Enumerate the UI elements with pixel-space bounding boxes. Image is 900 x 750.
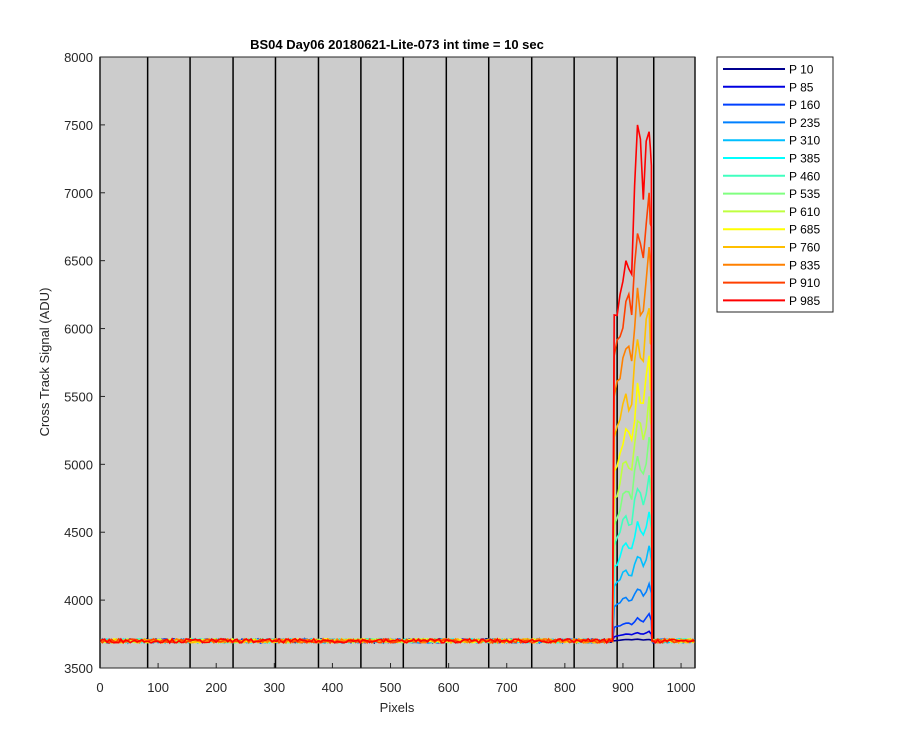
legend-label: P 685 [789,223,820,237]
x-tick-label: 400 [322,680,344,695]
legend-label: P 10 [789,63,814,77]
y-tick-label: 4000 [64,593,93,608]
y-tick-label: 8000 [64,50,93,65]
legend: P 10 P 85 P 160 P 235 P 310 P 385 P 460 P 535 P … [716,56,834,313]
legend-label: P 235 [789,116,820,130]
y-tick-label: 6000 [64,322,93,337]
chart-title: BS04 Day06 20180621-Lite-073 int time = … [250,37,544,52]
y-tick-label: 6500 [64,254,93,269]
y-tick-label: 4500 [64,525,93,540]
x-tick-label: 100 [147,680,169,695]
legend-box [716,56,834,313]
x-tick-label: 200 [205,680,227,695]
x-axis-label: Pixels [380,700,415,715]
y-tick-label: 3500 [64,661,93,676]
y-tick-label: 7500 [64,118,93,133]
legend-label: P 385 [789,152,820,166]
x-tick-label: 700 [496,680,518,695]
series-layer [99,124,696,645]
y-axis-ticks: 3500 4000 4500 5000 5500 6000 6500 7000 7500 8000 [64,50,105,676]
legend-label: P 985 [789,294,820,308]
x-tick-label: 900 [612,680,634,695]
x-tick-label: 800 [554,680,576,695]
x-tick-label: 300 [263,680,285,695]
legend-label: P 610 [789,205,820,219]
series-line-13 [99,124,696,645]
legend-label: P 310 [789,134,820,148]
y-tick-label: 5000 [64,457,93,472]
legend-label: P 760 [789,241,820,255]
y-tick-label: 5500 [64,389,93,404]
legend-label: P 910 [789,276,820,290]
legend-label: P 85 [789,80,814,94]
plot-area [100,57,695,668]
plot-frame [99,56,696,669]
legend-label: P 535 [789,187,820,201]
x-axis-ticks: 0 100 200 300 400 500 600 700 800 900 1000 [96,663,696,695]
x-tick-label: 500 [380,680,402,695]
x-tick-label: 0 [96,680,103,695]
legend-label: P 460 [789,169,820,183]
legend-label: P 160 [789,98,820,112]
x-tick-label: 600 [438,680,460,695]
legend-label: P 835 [789,258,820,272]
y-axis-label: Cross Track Signal (ADU) [37,288,52,437]
x-tick-label: 1000 [667,680,696,695]
y-tick-label: 7000 [64,186,93,201]
